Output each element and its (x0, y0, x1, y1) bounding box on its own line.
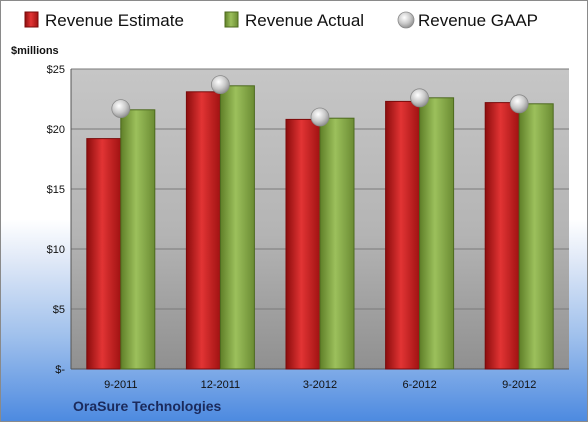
legend-label: Revenue Estimate (45, 11, 184, 30)
actual-bar-9-2011 (120, 109, 156, 370)
gaap-point-3-2012 (310, 107, 330, 127)
legend-swatch-0 (24, 11, 39, 28)
estimate-bar-6-2012 (385, 100, 421, 370)
y-tick-label: $15 (47, 184, 65, 196)
y-axis-units-label: $millions (11, 45, 59, 57)
x-tick-label: 12-2011 (201, 379, 241, 391)
estimate-bar-9-2012 (484, 102, 520, 370)
company-name: OraSure Technologies (73, 398, 222, 414)
actual-bar-12-2011 (219, 85, 255, 370)
estimate-bar-3-2012 (285, 118, 321, 370)
gaap-point-6-2012 (410, 88, 430, 108)
actual-bar-6-2012 (419, 97, 455, 370)
bars (86, 85, 554, 370)
y-axis: $- $5 $10 $15 $20 $25 (47, 64, 66, 376)
y-tick-label: $25 (47, 64, 65, 76)
x-tick-label: 9-2012 (502, 379, 536, 391)
y-tick-label: $10 (47, 244, 65, 256)
estimate-bar-9-2011 (86, 138, 122, 370)
legend-label: Revenue Actual (245, 11, 364, 30)
y-tick-label: $- (55, 364, 65, 376)
gaap-point-9-2011 (111, 99, 131, 118)
gaap-point-9-2012 (509, 94, 529, 114)
legend: Revenue Estimate Revenue Actual Revenue GA… (24, 11, 538, 30)
x-axis: 9-2011 12-2011 3-2012 6-2012 9-2012 (104, 379, 536, 391)
gaap-markers (111, 75, 529, 127)
y-tick-label: $20 (47, 124, 65, 136)
y-tick-label: $5 (53, 304, 65, 316)
legend-swatch-2 (397, 11, 415, 29)
legend-label: Revenue GAAP (418, 11, 538, 30)
actual-bar-9-2012 (518, 103, 554, 370)
actual-bar-3-2012 (319, 117, 355, 370)
x-tick-label: 6-2012 (402, 379, 436, 391)
x-tick-label: 9-2011 (104, 379, 137, 391)
estimate-bar-12-2011 (185, 91, 221, 370)
gaap-point-12-2011 (210, 75, 230, 94)
legend-swatch-1 (224, 11, 239, 28)
x-tick-label: 3-2012 (303, 379, 337, 391)
